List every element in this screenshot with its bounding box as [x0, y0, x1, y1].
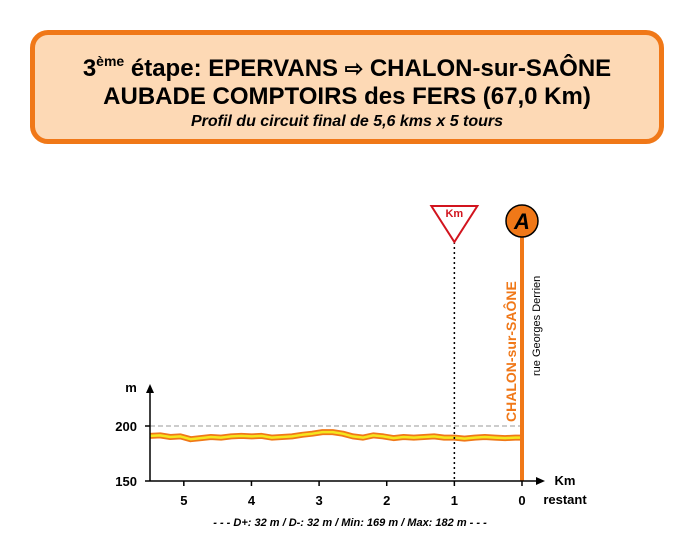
- finish-badge-label: A: [513, 209, 530, 234]
- km-marker-icon: Km: [429, 205, 480, 244]
- stage-title-box: 3ème étape: EPERVANS ⇨ CHALON-sur-SAÔNE …: [30, 30, 664, 144]
- km-marker-label: Km: [445, 208, 463, 220]
- stage-subtitle: AUBADE COMPTOIRS des FERS (67,0 Km): [103, 83, 591, 110]
- x-axis-arrow: [536, 477, 545, 485]
- x-tick-label: 1: [451, 493, 458, 508]
- arrow-right-icon: ⇨: [344, 56, 364, 81]
- y-axis-unit: m: [125, 380, 137, 395]
- x-tick-label: 3: [315, 493, 322, 508]
- stage-number: 3: [82, 55, 97, 82]
- stage-suffix: ème: [96, 53, 125, 69]
- finish-arrival-icon: A: [505, 204, 539, 238]
- finish-town-label: CHALON-sur-SAÔNE: [502, 281, 519, 422]
- y-tick-label: 150: [115, 474, 137, 489]
- x-axis-title-line2: restant: [543, 492, 587, 507]
- y-axis-arrow: [146, 384, 154, 393]
- finish-street-label: rue Georges Derrien: [531, 276, 543, 376]
- profile-line: [149, 430, 522, 441]
- y-tick-label: 200: [115, 419, 137, 434]
- x-tick-label: 4: [248, 493, 256, 508]
- stage-start: étape: EPERVANS: [124, 55, 345, 82]
- x-tick-label: 0: [518, 493, 525, 508]
- elevation-stats: - - - D+: 32 m / D-: 32 m / Min: 169 m /…: [213, 517, 487, 529]
- stage-title: 3ème étape: EPERVANS ⇨ CHALON-sur-SAÔNE: [35, 47, 659, 83]
- circuit-note: Profil du circuit final de 5,6 kms x 5 t…: [190, 113, 504, 130]
- stage-destination: CHALON-sur-SAÔNE: [363, 55, 612, 82]
- x-tick-label: 2: [383, 493, 390, 508]
- x-tick-label: 5: [180, 493, 187, 508]
- x-axis-title-line1: Km: [555, 473, 576, 488]
